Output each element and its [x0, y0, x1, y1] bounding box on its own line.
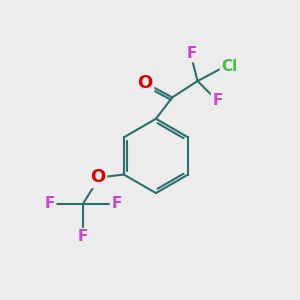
- Text: F: F: [186, 46, 197, 61]
- Text: F: F: [78, 230, 88, 244]
- Text: F: F: [212, 94, 223, 109]
- Text: F: F: [111, 196, 122, 211]
- Text: O: O: [90, 169, 106, 187]
- Text: F: F: [45, 196, 55, 211]
- Text: O: O: [137, 74, 153, 92]
- Text: Cl: Cl: [221, 59, 238, 74]
